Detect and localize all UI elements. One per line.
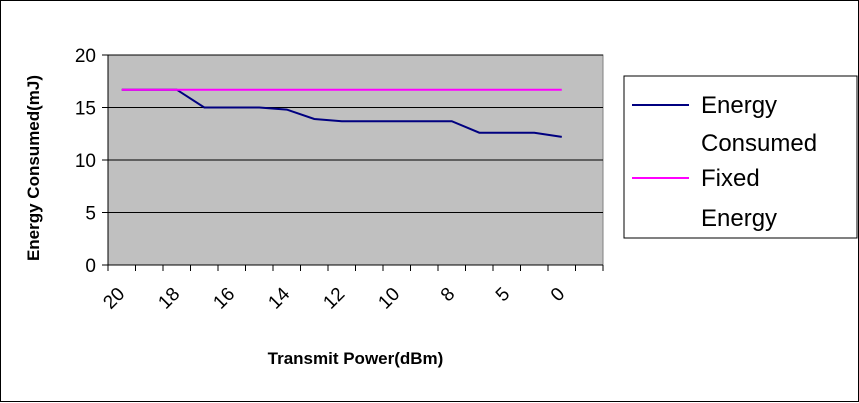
x-tick-label: 5 <box>492 284 514 306</box>
legend-label: Fixed <box>701 165 760 192</box>
x-tick-label: 10 <box>374 284 404 314</box>
x-tick-label: 20 <box>99 284 129 314</box>
x-tick-label: 18 <box>154 284 184 314</box>
y-tick-label: 0 <box>85 256 96 277</box>
legend-label: Energy <box>701 92 777 119</box>
legend-label: Consumed <box>701 130 817 157</box>
y-tick-label: 15 <box>75 99 96 120</box>
x-tick-label: 12 <box>319 284 349 314</box>
legend-box <box>623 75 858 239</box>
series-line-1 <box>121 88 562 138</box>
y-axis-title: Energy Consumed(mJ) <box>24 75 43 261</box>
x-tick-label: 16 <box>209 284 239 314</box>
x-tick-label: 14 <box>264 283 294 313</box>
y-tick-label: 20 <box>75 46 96 67</box>
legend-label: Energy <box>701 205 777 232</box>
x-tick-label: 0 <box>547 284 569 306</box>
x-axis-title: Transmit Power(dBm) <box>268 349 444 368</box>
y-tick-label: 10 <box>75 151 96 172</box>
y-tick-label: 5 <box>85 204 96 225</box>
x-tick-label: 8 <box>437 284 459 306</box>
